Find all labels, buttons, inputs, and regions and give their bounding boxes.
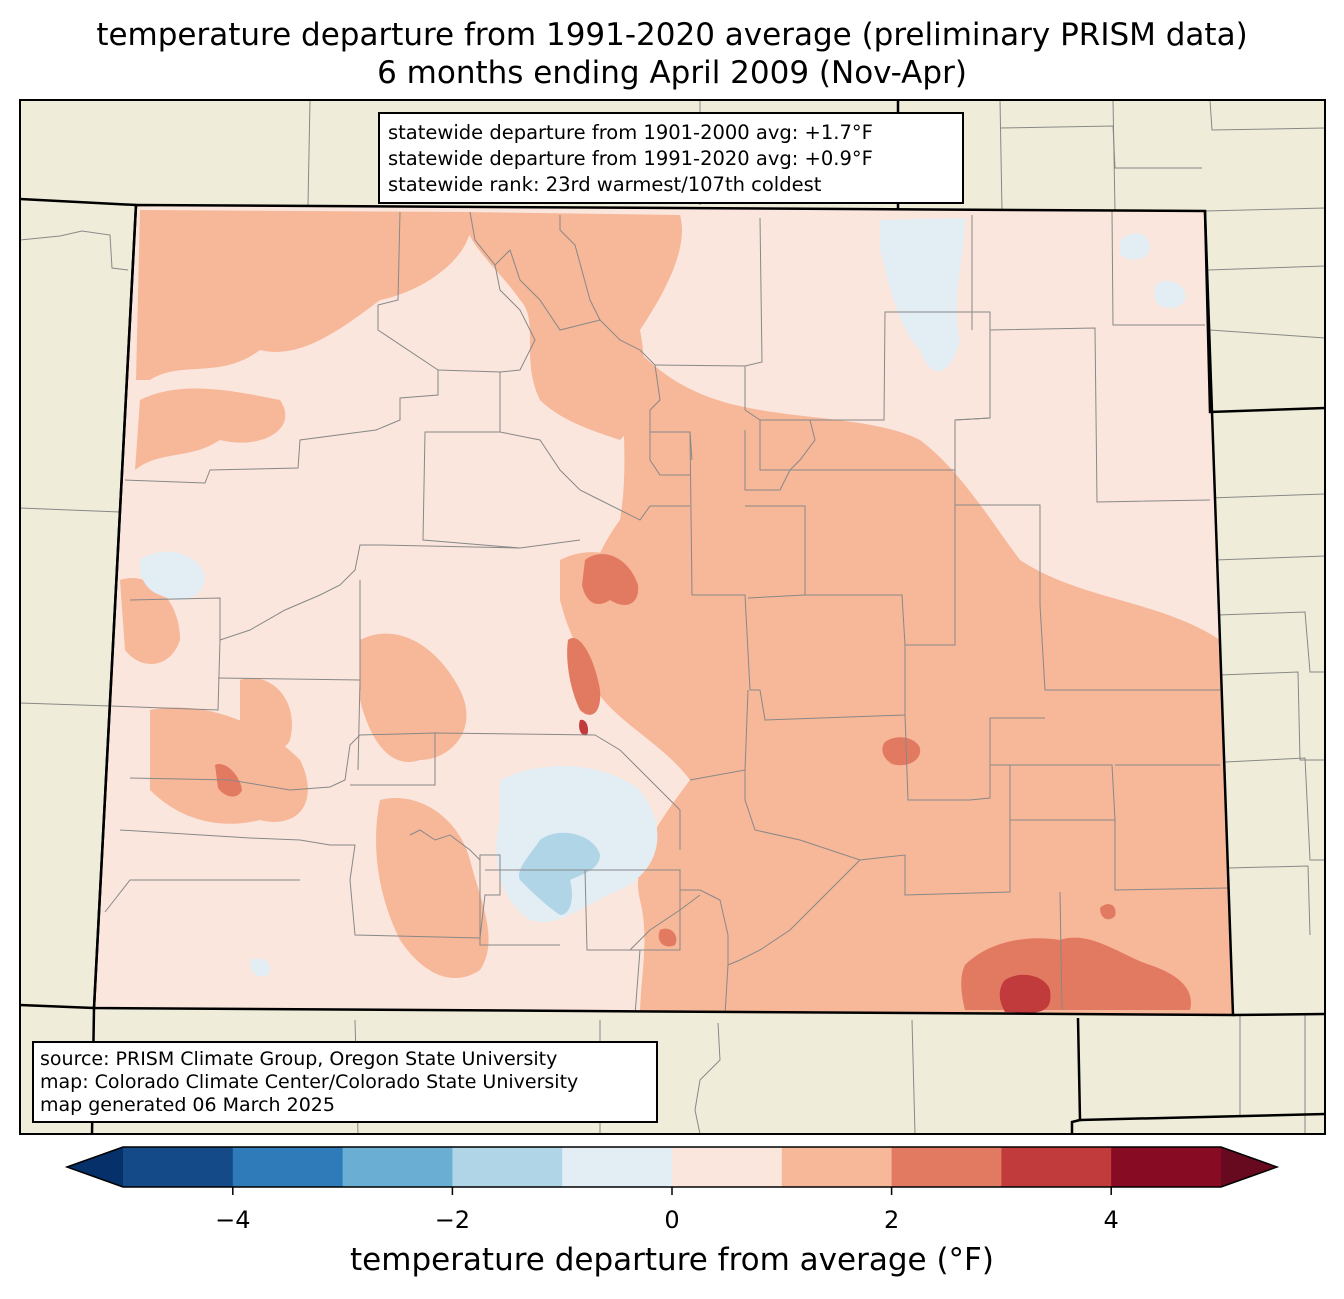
colorbar bbox=[64, 1146, 1280, 1195]
colorbar-bin bbox=[1111, 1147, 1222, 1187]
map-frame bbox=[19, 99, 1326, 1135]
map-subtitle: 6 months ending April 2009 (Nov-Apr) bbox=[377, 55, 967, 91]
temperature-anomaly-field bbox=[94, 205, 1233, 1015]
colorbar-label: temperature departure from average (°F) bbox=[350, 1242, 994, 1278]
generated-date-line: map generated 06 March 2025 bbox=[40, 1094, 335, 1116]
colorbar-bin bbox=[672, 1147, 783, 1187]
stats-departure-1991-2020: statewide departure from 1991-2020 avg: … bbox=[388, 147, 873, 170]
map-credit-line: map: Colorado Climate Center/Colorado St… bbox=[40, 1071, 579, 1093]
colorbar-tick-label: 4 bbox=[1103, 1206, 1119, 1234]
statewide-stats-box: statewide departure from 1901-2000 avg: … bbox=[378, 112, 964, 204]
colorbar-tick-label: 0 bbox=[664, 1206, 680, 1234]
colorbar-bin bbox=[562, 1147, 673, 1187]
stats-rank: statewide rank: 23rd warmest/107th colde… bbox=[388, 173, 822, 196]
county-lines bbox=[104, 210, 1229, 1015]
colorbar-bin bbox=[781, 1147, 893, 1187]
colorbar-bin bbox=[232, 1147, 344, 1187]
colorbar-tick-label: −2 bbox=[434, 1206, 471, 1234]
colorbar-outline bbox=[64, 1146, 1280, 1188]
colorbar-bin bbox=[123, 1147, 234, 1187]
colorbar-bin bbox=[452, 1147, 563, 1187]
colorbar-bin bbox=[342, 1147, 453, 1187]
source-attribution-box: source: PRISM Climate Group, Oregon Stat… bbox=[32, 1041, 658, 1123]
anomaly-zone-3-to-4 bbox=[579, 719, 1051, 1013]
source-line: source: PRISM Climate Group, Oregon Stat… bbox=[40, 1048, 558, 1070]
colorbar-over-arrow bbox=[1221, 1147, 1277, 1187]
colorbar-tick-label: −4 bbox=[215, 1206, 251, 1234]
colorbar-bin bbox=[1001, 1147, 1112, 1187]
colorbar-bin bbox=[891, 1147, 1002, 1187]
map-title: temperature departure from 1991-2020 ave… bbox=[96, 17, 1248, 53]
anomaly-zone-1-to-2 bbox=[120, 210, 1233, 1015]
stats-departure-1901-2000: statewide departure from 1901-2000 avg: … bbox=[388, 121, 873, 144]
anomaly-zone-minus2-to-minus1 bbox=[519, 832, 600, 915]
colorbar-tick-label: 2 bbox=[883, 1206, 900, 1234]
colorbar-under-arrow bbox=[67, 1147, 123, 1187]
